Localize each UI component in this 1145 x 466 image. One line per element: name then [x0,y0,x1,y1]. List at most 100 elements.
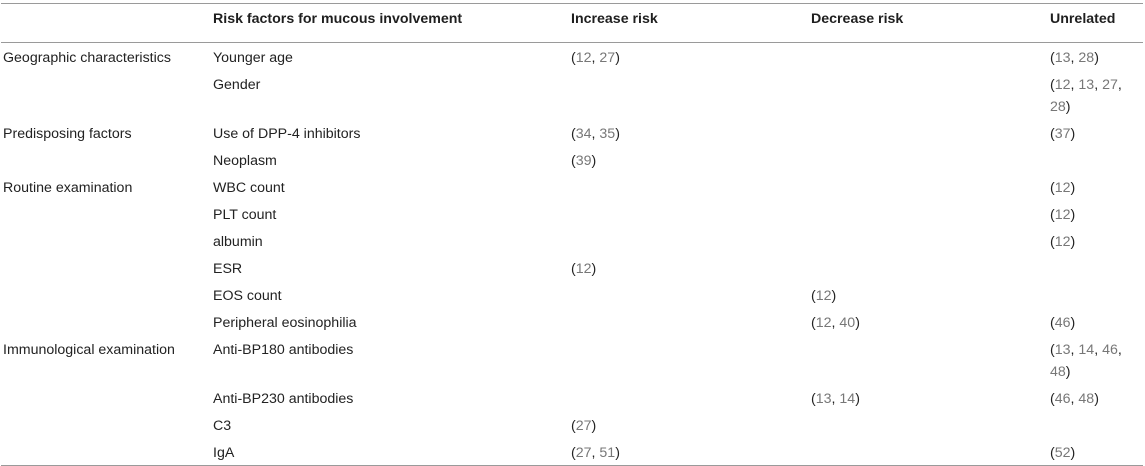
risk-factor-name: Use of DPP-4 inhibitors [213,126,361,142]
unrelated-cell: (13, 28) [1050,43,1143,71]
citation-link[interactable]: 52 [1054,445,1071,461]
citation-link[interactable]: 35 [599,126,616,142]
table-row: IgA (27, 51) (52) [1,438,1143,466]
header-risk-factors: Risk factors for mucous involvement [210,3,570,43]
citation-separator: , [1070,391,1079,407]
risk-factor-name: EOS count [213,288,282,304]
citation-link[interactable]: 34 [575,126,592,142]
increase-risk-cell [570,281,810,308]
decrease-risk-cell [810,200,1050,227]
table-header-row: Risk factors for mucous involvement Incr… [1,3,1143,43]
table-row: ESR (12) [1,254,1143,281]
unrelated-cell [1050,146,1143,173]
decrease-risk-cell [810,335,1050,384]
increase-risk-cell: (27, 51) [570,438,810,466]
citation-link[interactable]: 48 [1078,391,1095,407]
decrease-risk-cell [810,70,1050,119]
risk-factor-name: Younger age [213,50,293,66]
risk-factor-name: ESR [213,261,243,277]
citation-separator: , [591,50,600,66]
group-cell-empty [1,281,210,308]
decrease-risk-cell [810,438,1050,466]
citation-link[interactable]: 12 [815,288,832,304]
increase-risk-cell [570,173,810,200]
citation-link[interactable]: 13 [815,391,832,407]
decrease-risk-cell [810,119,1050,146]
unrelated-cell: (46, 48) [1050,384,1143,411]
group-cell-empty [1,70,210,119]
citation-open-paren: ( [1050,180,1055,196]
header-group [1,3,210,43]
risk-factor-name: WBC count [213,180,285,196]
citation-close-paren: ) [591,418,597,434]
citation-link[interactable]: 46 [1054,315,1071,331]
decrease-risk-cell [810,173,1050,200]
group-cell-empty [1,227,210,254]
citation-link[interactable]: 14 [1078,342,1095,358]
citation-link[interactable]: 12 [575,261,592,277]
citation-link[interactable]: 46 [1054,391,1071,407]
unrelated-cell: (46) [1050,308,1143,335]
citation-link[interactable]: 12 [1054,180,1071,196]
citation-link[interactable]: 12 [1054,77,1071,93]
citation-open-paren: ( [571,126,576,142]
citation-link[interactable]: 51 [599,445,616,461]
decrease-risk-cell: (12, 40) [810,308,1050,335]
group-cell-empty [1,146,210,173]
citation-open-paren: ( [571,153,576,169]
citation-close-paren: ) [1094,50,1099,66]
citation-link[interactable]: 13 [1078,77,1095,93]
group-cell-empty [1,254,210,281]
citation-open-paren: ( [571,418,576,434]
citation-separator: , [1070,50,1079,66]
citation-link[interactable]: 39 [575,153,592,169]
citation-close-paren: ) [615,445,620,461]
citation-close-paren: ) [855,315,860,331]
group-cell: Predisposing factors [1,119,210,146]
citation-link[interactable]: 13 [1054,342,1071,358]
citation-open-paren: ( [811,288,816,304]
table-row: C3 (27) [1,411,1143,438]
group-cell: Geographic characteristics [1,43,210,71]
citation-link[interactable]: 13 [1054,50,1071,66]
citation-link[interactable]: 12 [1054,234,1071,250]
increase-risk-cell [570,70,810,119]
citation-link[interactable]: 12 [575,50,592,66]
header-increase-risk: Increase risk [570,3,810,43]
risk-factor-name: Anti-BP230 antibodies [213,391,354,407]
citation-link[interactable]: 27 [575,418,592,434]
decrease-risk-cell [810,254,1050,281]
citation-separator: , [831,315,840,331]
increase-risk-cell [570,200,810,227]
group-cell-empty [1,384,210,411]
citation-link[interactable]: 40 [839,315,856,331]
risk-factor-name: PLT count [213,207,277,223]
citation-close-paren: ) [615,50,620,66]
table-row: Routine examination WBC count (12) [1,173,1143,200]
group-label: Routine examination [3,180,133,196]
citation-link[interactable]: 46 [1102,342,1118,358]
citation-open-paren: ( [1050,50,1055,66]
citation-open-paren: ( [571,261,576,277]
citation-open-paren: ( [811,315,816,331]
citation-link[interactable]: 48 [1050,364,1066,380]
increase-risk-cell [570,308,810,335]
unrelated-cell: (52) [1050,438,1143,466]
citation-link[interactable]: 27 [575,445,592,461]
citation-link[interactable]: 28 [1050,99,1066,115]
table-row: Neoplasm (39) [1,146,1143,173]
citation-link[interactable]: 14 [839,391,856,407]
unrelated-cell: (12) [1050,173,1143,200]
citation-link[interactable]: 12 [815,315,832,331]
citation-link[interactable]: 12 [1054,207,1071,223]
citation-link[interactable]: 27 [1102,77,1118,93]
table-row: PLT count (12) [1,200,1143,227]
citation-link[interactable]: 37 [1054,126,1071,142]
citation-link[interactable]: 28 [1078,50,1095,66]
citation-link[interactable]: 27 [599,50,616,66]
table-row: Immunological examination Anti-BP180 anti… [1,335,1143,384]
citation-separator: , [591,126,600,142]
group-cell-empty [1,200,210,227]
citation-close-paren: ) [1094,391,1099,407]
citation-close-paren: ) [1070,180,1076,196]
